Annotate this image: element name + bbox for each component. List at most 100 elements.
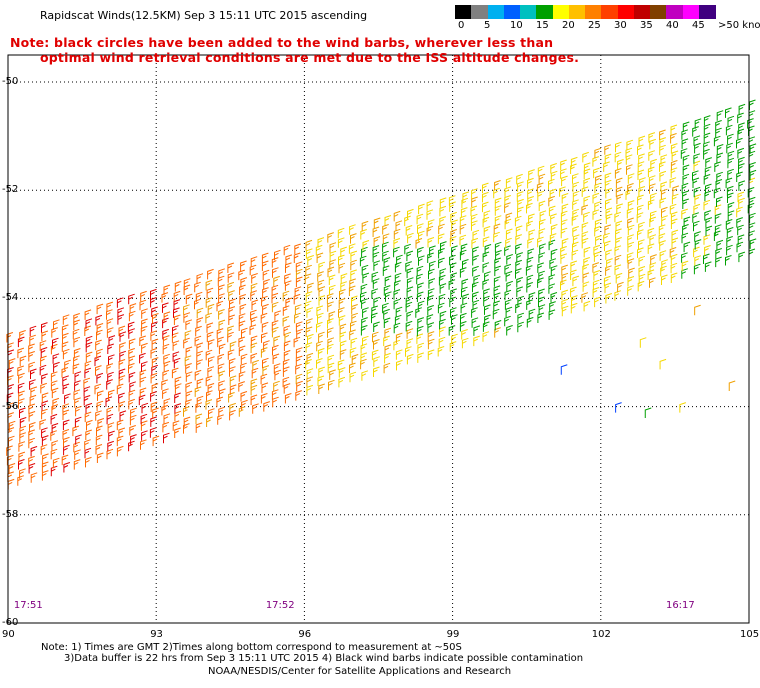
wind-barb (128, 293, 135, 305)
wind-barb (295, 390, 302, 401)
wind-barb (271, 292, 279, 304)
wind-barb (361, 317, 368, 328)
wind-barb (351, 312, 358, 324)
wind-barb (680, 148, 688, 159)
wind-barb (360, 283, 368, 295)
wind-barb (372, 226, 380, 237)
wind-barb (50, 343, 58, 355)
wind-barb (484, 244, 492, 255)
wind-barb (174, 427, 181, 438)
wind-barb (749, 143, 757, 154)
wind-barb (118, 401, 126, 412)
wind-barb (348, 243, 356, 254)
wind-barb (605, 249, 612, 260)
wind-barb (483, 210, 491, 221)
wind-barb (505, 177, 513, 188)
wind-barb (604, 224, 612, 235)
wind-barb (726, 185, 734, 197)
wind-barb (659, 144, 666, 156)
wind-barb (703, 132, 711, 144)
wind-barb (417, 282, 424, 293)
wind-barb (249, 324, 257, 335)
wind-barb (449, 262, 457, 273)
wind-barb (515, 234, 522, 245)
colorbar-swatch (503, 5, 521, 19)
wind-barb (95, 365, 102, 376)
wind-barb (163, 284, 171, 296)
wind-barb (361, 298, 368, 309)
wind-barb (183, 278, 191, 289)
wind-barb (505, 228, 513, 239)
wind-barb (350, 320, 357, 332)
wind-barb (373, 356, 380, 367)
wind-barb (418, 203, 425, 215)
wind-barb (117, 314, 125, 325)
wind-barb (53, 319, 60, 330)
wind-barb (427, 288, 435, 299)
wind-barb (62, 429, 70, 440)
wind-barb (460, 312, 467, 324)
wind-barb (28, 351, 35, 362)
wind-barb (260, 312, 268, 324)
wind-barb (285, 254, 293, 265)
wind-barb (263, 401, 270, 412)
wind-barb (406, 286, 414, 297)
wind-barb (639, 337, 647, 348)
wind-barb (539, 210, 547, 221)
wind-barb (149, 427, 157, 438)
wind-barb (494, 265, 501, 277)
x-tick-label: 93 (150, 629, 163, 640)
wind-barb (482, 216, 490, 228)
wind-barb (716, 171, 723, 183)
wind-barb (108, 430, 115, 442)
wind-barb (415, 238, 423, 249)
wind-barb (63, 462, 71, 473)
wind-barb (406, 310, 414, 322)
wind-barb (304, 273, 312, 284)
wind-barb (327, 301, 334, 312)
wind-barb (107, 422, 115, 433)
wind-barb (638, 221, 645, 233)
wind-barb (40, 355, 47, 367)
wind-barb (494, 257, 501, 268)
wind-barb (283, 244, 291, 256)
x-tick-label: 105 (740, 629, 760, 640)
wind-barb (128, 398, 135, 410)
wind-barb (250, 256, 258, 267)
wind-barb (516, 173, 523, 185)
wind-barb (714, 161, 721, 172)
wind-barb (393, 210, 401, 222)
wind-barb (151, 321, 158, 332)
wind-barb (150, 416, 157, 427)
wind-barb (494, 180, 501, 191)
wind-barb (606, 258, 613, 269)
wind-barb (262, 303, 269, 315)
wind-barb (428, 268, 435, 280)
wind-barb (715, 120, 722, 131)
wind-barb (427, 331, 435, 342)
wind-barb (605, 265, 612, 276)
wind-barb (416, 265, 424, 277)
wind-barb (75, 405, 82, 417)
wind-barb (537, 190, 544, 202)
wind-barb (627, 183, 634, 194)
wind-barb (28, 403, 36, 414)
wind-barb (316, 252, 324, 263)
wind-barb (440, 241, 447, 252)
wind-barb (516, 191, 524, 202)
wind-barb (305, 291, 313, 302)
wind-barb (595, 174, 602, 186)
wind-barb (83, 395, 91, 406)
wind-barb (8, 435, 15, 447)
wind-barb (703, 141, 710, 152)
wind-barb (42, 453, 49, 464)
wind-barb (538, 304, 546, 315)
wind-barb (448, 195, 456, 206)
wind-barb (461, 337, 469, 349)
wind-barb (216, 300, 224, 312)
wind-barb (162, 388, 169, 399)
wind-barb (173, 314, 181, 325)
colorbar-label: 25 (588, 20, 601, 31)
wind-barb (141, 361, 148, 372)
